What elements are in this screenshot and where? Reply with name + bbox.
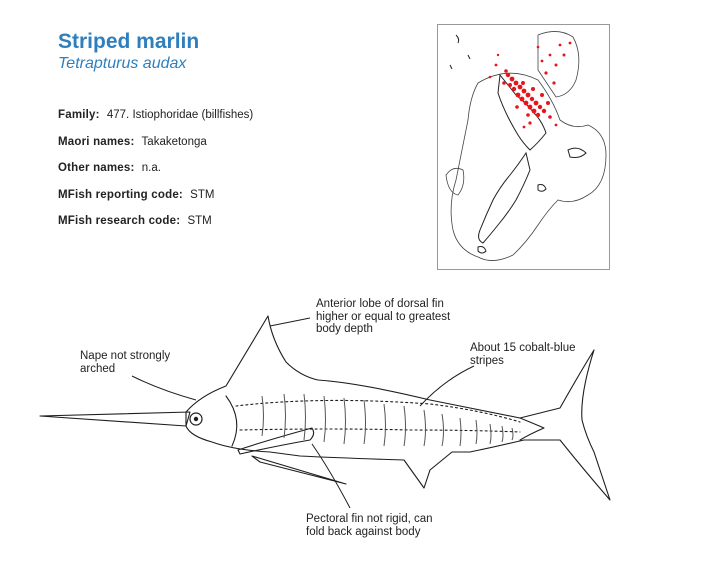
pectoral-fin (237, 427, 315, 455)
annotation-line: body depth (316, 323, 373, 335)
pelvic-fin (251, 455, 347, 485)
lateral-line (239, 428, 521, 433)
info-row-other-names: Other names: n.a. (58, 155, 253, 182)
info-value: STM (187, 215, 212, 227)
info-row-maori-names: Maori names: Takaketonga (58, 129, 253, 156)
annotation-line: Pectoral fin not rigid, can (306, 513, 433, 525)
body-outline (185, 315, 611, 501)
eye (189, 412, 203, 426)
leader-lines (131, 317, 475, 509)
info-label: MFish reporting code: (58, 188, 183, 201)
annotation-line: fold back against body (306, 525, 421, 538)
annotation-dorsal-fin: Anterior lobe of dorsal fin higher or eq… (316, 298, 450, 336)
info-value: STM (190, 188, 215, 201)
eez-boundary (445, 31, 607, 261)
annotation-nape: Nape not strongly arched (80, 350, 170, 375)
info-label: Other names: (58, 162, 135, 174)
species-common-name: Striped marlin (58, 30, 200, 53)
annotation-line: Nape not strongly (80, 350, 171, 362)
dorsal-line (235, 399, 521, 423)
info-row-family: Family: 477. Istiophoridae (billfishes) (58, 102, 253, 129)
annotation-line: Anterior lobe of dorsal fin (316, 298, 444, 310)
annotation-line: About 15 cobalt-blue (470, 342, 576, 354)
info-value: 477. Istiophoridae (billfishes) (106, 109, 254, 121)
annotation-line: higher or equal to greatest (316, 310, 451, 323)
map-graphic (445, 31, 607, 261)
gill-cover (225, 395, 238, 447)
info-value: n.a. (141, 162, 161, 174)
annotation-line: stripes (470, 354, 504, 367)
species-info-list: Family: 477. Istiophoridae (billfishes) … (58, 102, 253, 235)
info-row-reporting-code: MFish reporting code: STM (58, 182, 253, 209)
body-stripes (261, 393, 514, 447)
info-value: Takaketonga (141, 135, 207, 148)
annotation-line: arched (80, 362, 116, 375)
bill (39, 411, 191, 427)
info-label: Maori names: (58, 135, 135, 148)
distribution-map (437, 24, 610, 270)
annotation-pectoral-fin: Pectoral fin not rigid, can fold back ag… (306, 513, 433, 538)
catch-locations (488, 41, 572, 129)
info-row-research-code: MFish research code: STM (58, 208, 253, 235)
info-label: MFish research code: (58, 215, 181, 227)
annotation-stripes: About 15 cobalt-blue stripes (470, 342, 576, 367)
pupil (193, 416, 199, 422)
info-label: Family: (58, 109, 100, 121)
species-scientific-name: Tetrapturus audax (58, 55, 187, 72)
caudal-keel (519, 417, 545, 441)
